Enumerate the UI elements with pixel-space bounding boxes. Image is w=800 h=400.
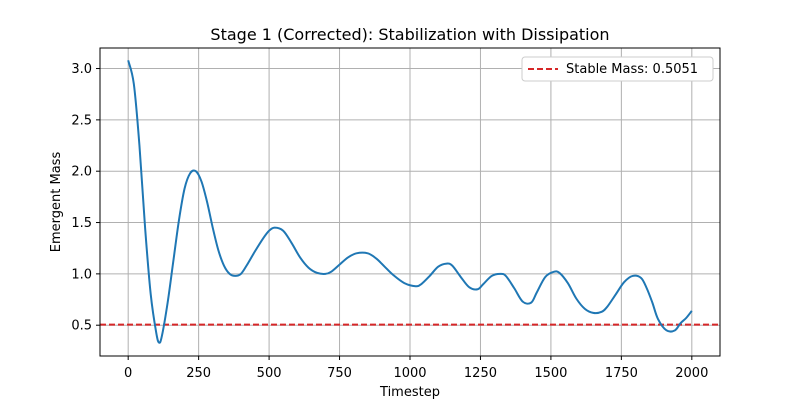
y-axis-label: Emergent Mass	[49, 152, 64, 253]
y-tick-label: 1.0	[71, 267, 92, 282]
x-tick-label: 1250	[464, 366, 497, 381]
x-tick-label: 1750	[605, 366, 638, 381]
x-tick-label: 1000	[393, 366, 426, 381]
y-axis: 0.5 1.0 1.5 2.0 2.5 3.0	[71, 62, 100, 334]
legend-label: Stable Mass: 0.5051	[566, 62, 698, 77]
y-tick-label: 0.5	[71, 319, 92, 334]
series-group	[127, 60, 693, 344]
legend: Stable Mass: 0.5051	[521, 56, 714, 82]
chart-title: Stage 1 (Corrected): Stabilization with …	[210, 25, 609, 44]
x-axis-label: Timestep	[379, 385, 440, 400]
x-tick-label: 2000	[675, 366, 708, 381]
x-tick-label: 1500	[534, 366, 567, 381]
y-tick-label: 2.0	[71, 165, 92, 180]
y-tick-label: 3.0	[71, 62, 92, 77]
x-tick-label: 750	[327, 366, 352, 381]
x-tick-label: 0	[124, 366, 132, 381]
y-tick-label: 2.5	[71, 113, 92, 128]
legend-box	[521, 56, 714, 82]
x-tick-label: 500	[257, 366, 282, 381]
y-tick-label: 1.5	[71, 216, 92, 231]
emergent-mass-line	[127, 60, 693, 344]
x-axis: 0 250 500 750 1000 1250 1500 1750 2000	[124, 356, 708, 381]
x-tick-label: 250	[186, 366, 211, 381]
